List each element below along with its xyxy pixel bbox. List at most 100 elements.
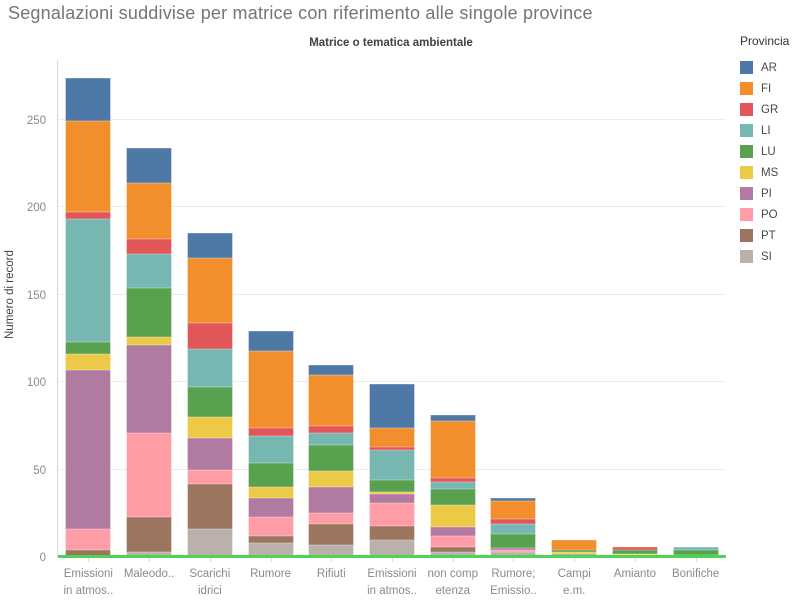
bar-segment-PI[interactable] xyxy=(308,487,354,514)
bar-segment-MS[interactable] xyxy=(308,471,354,487)
bar-segment-GR[interactable] xyxy=(248,427,294,437)
legend-item-LU[interactable]: LU xyxy=(740,141,789,162)
bar-segment-LI[interactable] xyxy=(430,481,476,489)
bar-segment-FI[interactable] xyxy=(187,257,233,323)
legend-item-FI[interactable]: FI xyxy=(740,78,789,99)
bar-segment-MS[interactable] xyxy=(551,551,597,554)
bar-segment-FI[interactable] xyxy=(126,182,172,239)
bar-segment-LU[interactable] xyxy=(65,341,111,354)
bar-segment-LI[interactable] xyxy=(308,432,354,445)
stacked-bar-non-comp[interactable] xyxy=(430,415,476,557)
bar-segment-MS[interactable] xyxy=(369,492,415,494)
bar-segment-AR[interactable] xyxy=(369,383,415,428)
bar-segment-AR[interactable] xyxy=(248,331,294,351)
bar-segment-LU[interactable] xyxy=(430,488,476,505)
bar-segment-AR[interactable] xyxy=(65,77,111,122)
bar-segment-AR[interactable] xyxy=(126,147,172,183)
bar-segment-AR[interactable] xyxy=(187,233,233,258)
bar-segment-PT[interactable] xyxy=(248,536,294,543)
bar-segment-LU[interactable] xyxy=(126,287,172,337)
bar-segment-LI[interactable] xyxy=(673,546,719,550)
bar-segment-MS[interactable] xyxy=(612,553,658,556)
stacked-bar-emissioni[interactable] xyxy=(65,77,111,557)
bar-segment-PI[interactable] xyxy=(490,548,536,550)
bar-segment-LI[interactable] xyxy=(65,219,111,342)
bar-segment-MS[interactable] xyxy=(187,417,233,438)
bar-segment-SI[interactable] xyxy=(369,539,415,557)
bar-segment-FI[interactable] xyxy=(430,420,476,479)
stacked-bar-scarichi[interactable] xyxy=(187,233,233,557)
bar-segment-PO[interactable] xyxy=(126,432,172,517)
legend-item-GR[interactable]: GR xyxy=(740,99,789,120)
bar-segment-AR[interactable] xyxy=(308,364,354,375)
bar-segment-GR[interactable] xyxy=(430,478,476,482)
bar-segment-LI[interactable] xyxy=(126,254,172,288)
bar-segment-PT[interactable] xyxy=(126,516,172,552)
bar-segment-PT[interactable] xyxy=(65,550,111,557)
bar-segment-FI[interactable] xyxy=(490,501,536,519)
bar-segment-GR[interactable] xyxy=(65,212,111,220)
legend-item-PO[interactable]: PO xyxy=(740,204,789,225)
legend-item-PT[interactable]: PT xyxy=(740,225,789,246)
bar-segment-PI[interactable] xyxy=(65,369,111,529)
bar-segment-PT[interactable] xyxy=(369,525,415,540)
bar-segment-AR[interactable] xyxy=(490,497,536,501)
bar-segment-LU[interactable] xyxy=(369,480,415,493)
bar-segment-LU[interactable] xyxy=(612,550,658,554)
bar-segment-FI[interactable] xyxy=(369,427,415,447)
bar-segment-PT[interactable] xyxy=(308,523,354,545)
bar-segment-GR[interactable] xyxy=(308,425,354,433)
bar-segment-LU[interactable] xyxy=(490,534,536,549)
bar-segment-LI[interactable] xyxy=(248,436,294,463)
stacked-bar-maleodo-[interactable] xyxy=(126,147,172,557)
bar-segment-GR[interactable] xyxy=(187,322,233,349)
bar-segment-MS[interactable] xyxy=(430,504,476,528)
bar-segment-PT[interactable] xyxy=(430,546,476,552)
legend-item-LI[interactable]: LI xyxy=(740,120,789,141)
bar-segment-PO[interactable] xyxy=(248,516,294,536)
bar-segment-PO[interactable] xyxy=(308,513,354,524)
bar-segment-MS[interactable] xyxy=(248,487,294,498)
bar-segment-PI[interactable] xyxy=(187,438,233,470)
legend-item-MS[interactable]: MS xyxy=(740,162,789,183)
bar-segment-SI[interactable] xyxy=(308,544,354,557)
legend-item-AR[interactable]: AR xyxy=(740,57,789,78)
bar-segment-GR[interactable] xyxy=(612,546,658,550)
stacked-bar-rifiuti[interactable] xyxy=(308,364,354,557)
bar-segment-GR[interactable] xyxy=(126,238,172,255)
bar-segment-LI[interactable] xyxy=(187,348,233,388)
bar-segment-FI[interactable] xyxy=(308,375,354,426)
legend-item-PI[interactable]: PI xyxy=(740,183,789,204)
bar-segment-LI[interactable] xyxy=(490,523,536,535)
bar-segment-PI[interactable] xyxy=(248,497,294,517)
bar-segment-PI[interactable] xyxy=(430,527,476,536)
stacked-bar-rumore[interactable] xyxy=(248,331,294,557)
bar-segment-LU[interactable] xyxy=(551,550,597,552)
bar-segment-LU[interactable] xyxy=(308,445,354,472)
bar-segment-LI[interactable] xyxy=(369,450,415,480)
stacked-bar-emissioni[interactable] xyxy=(369,383,415,557)
bar-segment-MS[interactable] xyxy=(126,336,172,346)
bar-segment-FI[interactable] xyxy=(551,539,597,550)
bar-segment-SI[interactable] xyxy=(490,551,536,557)
bar-segment-PO[interactable] xyxy=(187,469,233,484)
bar-segment-FI[interactable] xyxy=(248,350,294,428)
bar-segment-MS[interactable] xyxy=(65,354,111,370)
bar-segment-SI[interactable] xyxy=(187,529,233,557)
legend-item-SI[interactable]: SI xyxy=(740,246,789,267)
bar-segment-PO[interactable] xyxy=(369,502,415,526)
stacked-bar-rumore-[interactable] xyxy=(490,497,536,557)
bar-segment-FI[interactable] xyxy=(65,121,111,213)
bar-segment-LU[interactable] xyxy=(187,387,233,417)
bar-segment-PO[interactable] xyxy=(430,536,476,547)
bar-segment-PI[interactable] xyxy=(551,553,597,556)
bar-segment-LU[interactable] xyxy=(248,462,294,487)
bar-segment-GR[interactable] xyxy=(490,518,536,524)
bar-segment-SI[interactable] xyxy=(430,551,476,557)
bar-segment-PI[interactable] xyxy=(126,345,172,433)
bar-segment-PO[interactable] xyxy=(65,529,111,550)
bar-segment-SI[interactable] xyxy=(248,543,294,557)
bar-segment-LU[interactable] xyxy=(673,550,719,556)
bar-segment-SI[interactable] xyxy=(126,551,172,557)
bar-segment-PI[interactable] xyxy=(369,494,415,503)
